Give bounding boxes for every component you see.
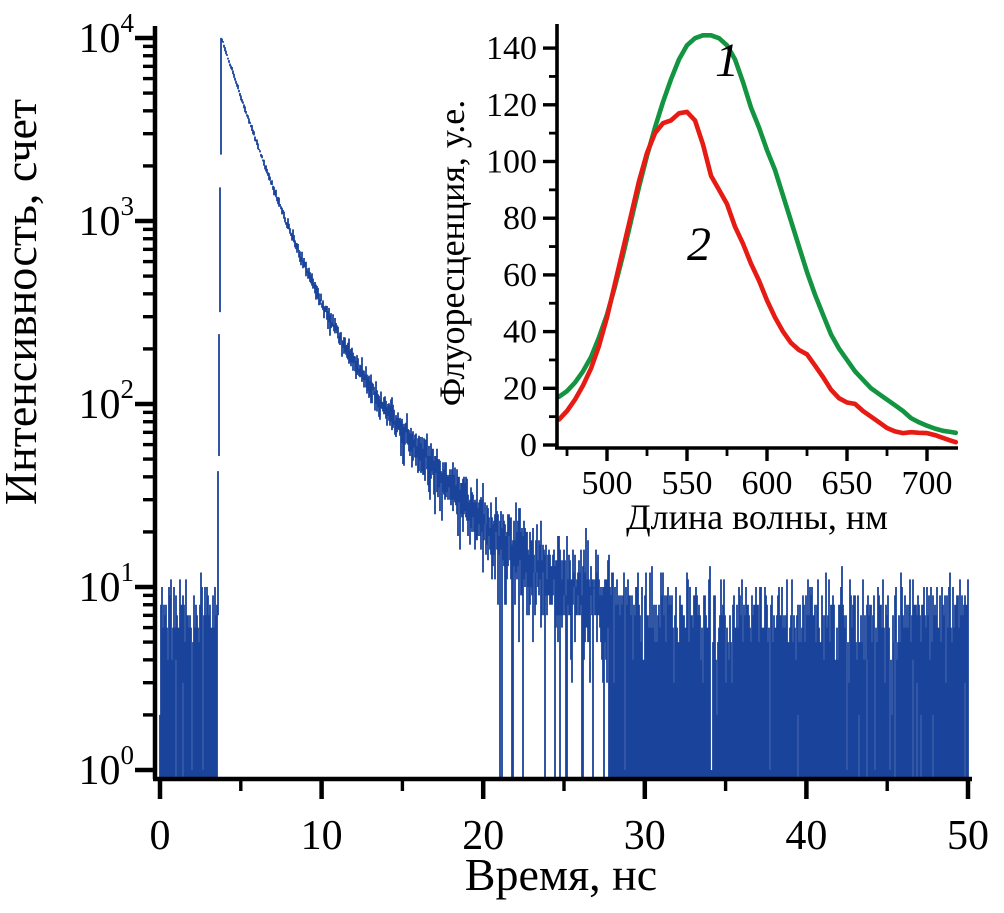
main-y-axis-title: Интенсивность, счет <box>0 99 46 505</box>
inset-y-tick-label: 20 <box>503 370 537 407</box>
inset-x-tick-label: 550 <box>662 465 713 502</box>
inset-y-tick-label: 60 <box>503 257 537 294</box>
inset-axes: 0 20 40 60 80 100 120 140 500 550 600 650 700 <box>486 24 958 502</box>
x-tick-label: 50 <box>947 813 989 859</box>
inset-y-tick-label: 140 <box>486 30 537 67</box>
inset-axis-lines <box>555 24 958 450</box>
curve-1-label: 1 <box>715 34 739 87</box>
x-tick-label: 30 <box>624 813 666 859</box>
curve-2-label: 2 <box>687 218 711 271</box>
inset-x-axis-title: Длина волны, нм <box>626 497 888 537</box>
y-tick-label: 104 <box>79 8 135 62</box>
y-tick-label: 103 <box>79 191 135 245</box>
x-tick-label: 0 <box>150 813 171 859</box>
y-tick-label: 102 <box>79 374 135 428</box>
inset-y-tick-label: 100 <box>486 144 537 181</box>
inset-x-tick-label: 600 <box>742 465 793 502</box>
inset-spectra-series <box>556 32 959 445</box>
inset-y-tick-label: 0 <box>520 427 537 464</box>
inset-y-tick-label: 40 <box>503 314 537 351</box>
x-tick-label: 40 <box>785 813 827 859</box>
decay-trace <box>159 37 969 777</box>
inset-x-tick-label: 700 <box>902 465 953 502</box>
main-decay-series <box>159 37 969 777</box>
x-tick-label: 20 <box>462 813 504 859</box>
inset-curve-2 <box>556 109 959 445</box>
y-tick-label: 100 <box>79 740 135 794</box>
inset-plot: 0 20 40 60 80 100 120 140 500 550 600 650 700 Флуоре… <box>432 24 959 537</box>
inset-y-tick-label: 80 <box>503 200 537 237</box>
x-tick-label: 10 <box>301 813 343 859</box>
inset-x-tick-label: 500 <box>582 465 633 502</box>
inset-y-tick-label: 120 <box>486 87 537 124</box>
inset-y-axis-title: Флуоресценция, у.е. <box>432 100 472 407</box>
main-x-axis-title: Время, нс <box>465 849 657 900</box>
inset-curve-1 <box>556 32 959 436</box>
inset-x-tick-label: 650 <box>822 465 873 502</box>
y-tick-label: 101 <box>79 557 135 611</box>
